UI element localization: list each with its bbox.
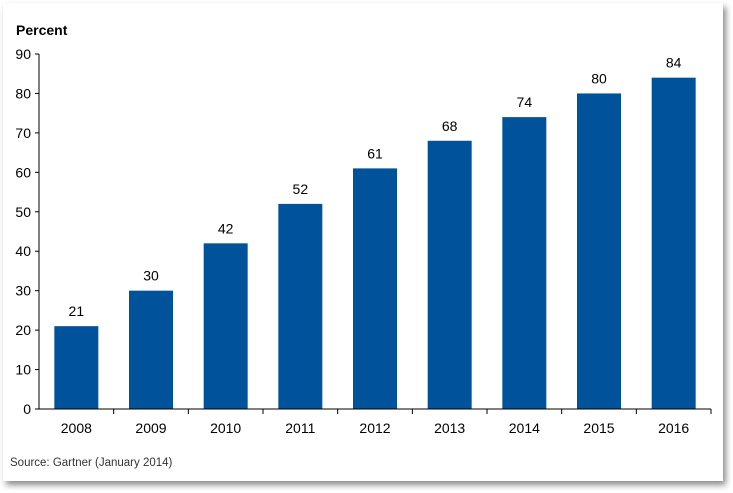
data-label-2008: 21 — [69, 303, 85, 319]
bar-2008 — [54, 326, 99, 409]
x-tick-label: 2015 — [583, 420, 614, 436]
y-tick-label: 80 — [15, 85, 31, 101]
y-tick-label: 0 — [23, 401, 31, 417]
data-label-2013: 68 — [442, 118, 458, 134]
bar-2015 — [577, 93, 621, 409]
bar-2012 — [353, 168, 397, 409]
data-label-2015: 80 — [591, 70, 607, 86]
data-label-2009: 30 — [143, 268, 159, 284]
data-label-2016: 84 — [666, 55, 682, 71]
bar-2009 — [129, 290, 173, 409]
data-label-2010: 42 — [218, 220, 234, 236]
x-tick-label: 2013 — [434, 420, 465, 436]
data-label-2012: 61 — [367, 145, 383, 161]
bars: 21 30 42 52 61 68 74 80 84 — [54, 55, 696, 410]
y-tick-label: 40 — [15, 243, 31, 259]
x-tick-label: 2012 — [359, 420, 390, 436]
bar-2016 — [651, 77, 696, 410]
source-note: Source: Gartner (January 2014) — [10, 457, 173, 469]
data-label-2014: 74 — [517, 94, 533, 110]
y-tick-label: 30 — [15, 283, 31, 299]
x-tick-label: 2016 — [658, 420, 689, 436]
y-axis: 0 10 20 30 40 50 60 70 80 90 — [15, 46, 39, 417]
y-tick-label: 90 — [15, 46, 31, 62]
x-tick-label: 2011 — [285, 420, 315, 436]
data-label-2011: 52 — [293, 181, 309, 197]
x-axis: 2008 2009 2010 2011 2012 2013 2014 2015 2016 — [61, 409, 712, 436]
bar-2010 — [203, 243, 248, 409]
bar-2011 — [278, 203, 323, 409]
y-tick-label: 70 — [15, 125, 31, 141]
x-tick-label: 2008 — [61, 420, 92, 436]
bar-2014 — [502, 117, 547, 409]
x-tick-label: 2014 — [509, 420, 540, 436]
y-tick-label: 10 — [15, 362, 31, 378]
bar-2013 — [427, 140, 472, 409]
y-tick-label: 20 — [15, 322, 31, 338]
y-tick-label: 50 — [15, 204, 31, 220]
x-tick-label: 2009 — [135, 420, 166, 436]
y-axis-label: Percent — [16, 22, 68, 38]
x-tick-label: 2010 — [210, 420, 241, 436]
y-tick-label: 60 — [15, 164, 31, 180]
